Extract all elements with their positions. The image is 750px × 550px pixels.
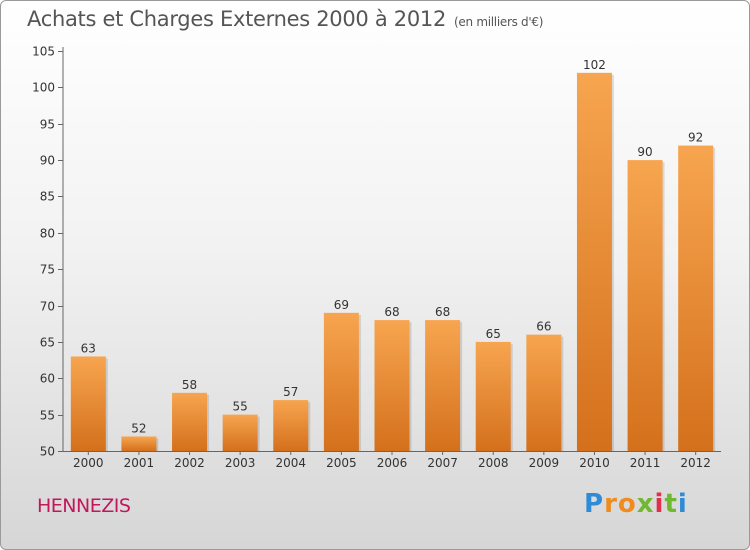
chart-title-text: Achats et Charges Externes 2000 à 2012: [27, 7, 447, 31]
y-tick-label: 90: [40, 154, 55, 168]
x-tick-label: 2007: [427, 456, 458, 470]
logo-letter: P: [584, 489, 605, 519]
y-tick-label: 80: [40, 227, 55, 241]
data-label: 66: [536, 320, 551, 334]
x-tick-label: 2010: [579, 456, 610, 470]
logo-letter: o: [617, 489, 637, 519]
bar: [121, 436, 157, 451]
logo-letter: i: [677, 489, 688, 519]
y-tick-label: 55: [40, 409, 55, 423]
logo-letter: i: [654, 489, 665, 519]
bar: [222, 414, 258, 451]
y-tick-label: 60: [40, 372, 55, 386]
y-tick-label: 85: [40, 190, 55, 204]
data-label: 63: [81, 341, 96, 355]
y-tick-label: 70: [40, 300, 55, 314]
chart-title: Achats et Charges Externes 2000 à 2012 (e…: [27, 7, 543, 31]
y-tick-label: 95: [40, 118, 55, 132]
logo-letter: r: [604, 489, 618, 519]
data-label: 102: [583, 58, 606, 72]
data-label: 92: [688, 131, 703, 145]
data-label: 57: [283, 385, 298, 399]
data-label: 69: [334, 298, 349, 312]
bar: [475, 341, 511, 451]
bar: [576, 72, 612, 452]
proxiti-logo[interactable]: Proxiti: [584, 489, 688, 519]
bar: [323, 312, 359, 451]
y-tick-label: 105: [32, 45, 55, 59]
bar: [678, 145, 714, 451]
data-label: 68: [435, 305, 450, 319]
x-tick-label: 2002: [174, 456, 205, 470]
bar: [627, 160, 663, 451]
y-tick-label: 50: [40, 445, 55, 459]
x-tick-label: 2004: [275, 456, 306, 470]
x-tick-label: 2001: [124, 456, 155, 470]
y-tick-label: 100: [32, 81, 55, 95]
logo-letter: x: [636, 489, 655, 519]
bar: [526, 334, 562, 451]
bar: [374, 320, 410, 451]
y-tick-label: 65: [40, 336, 55, 350]
bar: [425, 320, 461, 451]
x-tick-label: 2011: [630, 456, 661, 470]
y-tick-label: 75: [40, 263, 55, 277]
data-label: 68: [384, 305, 399, 319]
x-tick-label: 2012: [680, 456, 711, 470]
bar: [70, 356, 106, 451]
x-tick-label: 2008: [478, 456, 509, 470]
x-tick-label: 2003: [225, 456, 256, 470]
x-tick-label: 2000: [73, 456, 104, 470]
data-label: 90: [637, 145, 652, 159]
data-label: 55: [233, 400, 248, 414]
x-tick-label: 2009: [529, 456, 560, 470]
bar: [172, 392, 208, 451]
bar: [273, 400, 309, 451]
x-tick-label: 2006: [377, 456, 408, 470]
chart-unit: (en milliers d'€): [454, 15, 544, 29]
data-label: 52: [131, 421, 146, 435]
data-label: 58: [182, 378, 197, 392]
x-tick-label: 2005: [326, 456, 357, 470]
logo-letter: t: [664, 489, 678, 519]
data-label: 65: [486, 327, 501, 341]
commune-name: HENNEZIS: [37, 495, 131, 517]
